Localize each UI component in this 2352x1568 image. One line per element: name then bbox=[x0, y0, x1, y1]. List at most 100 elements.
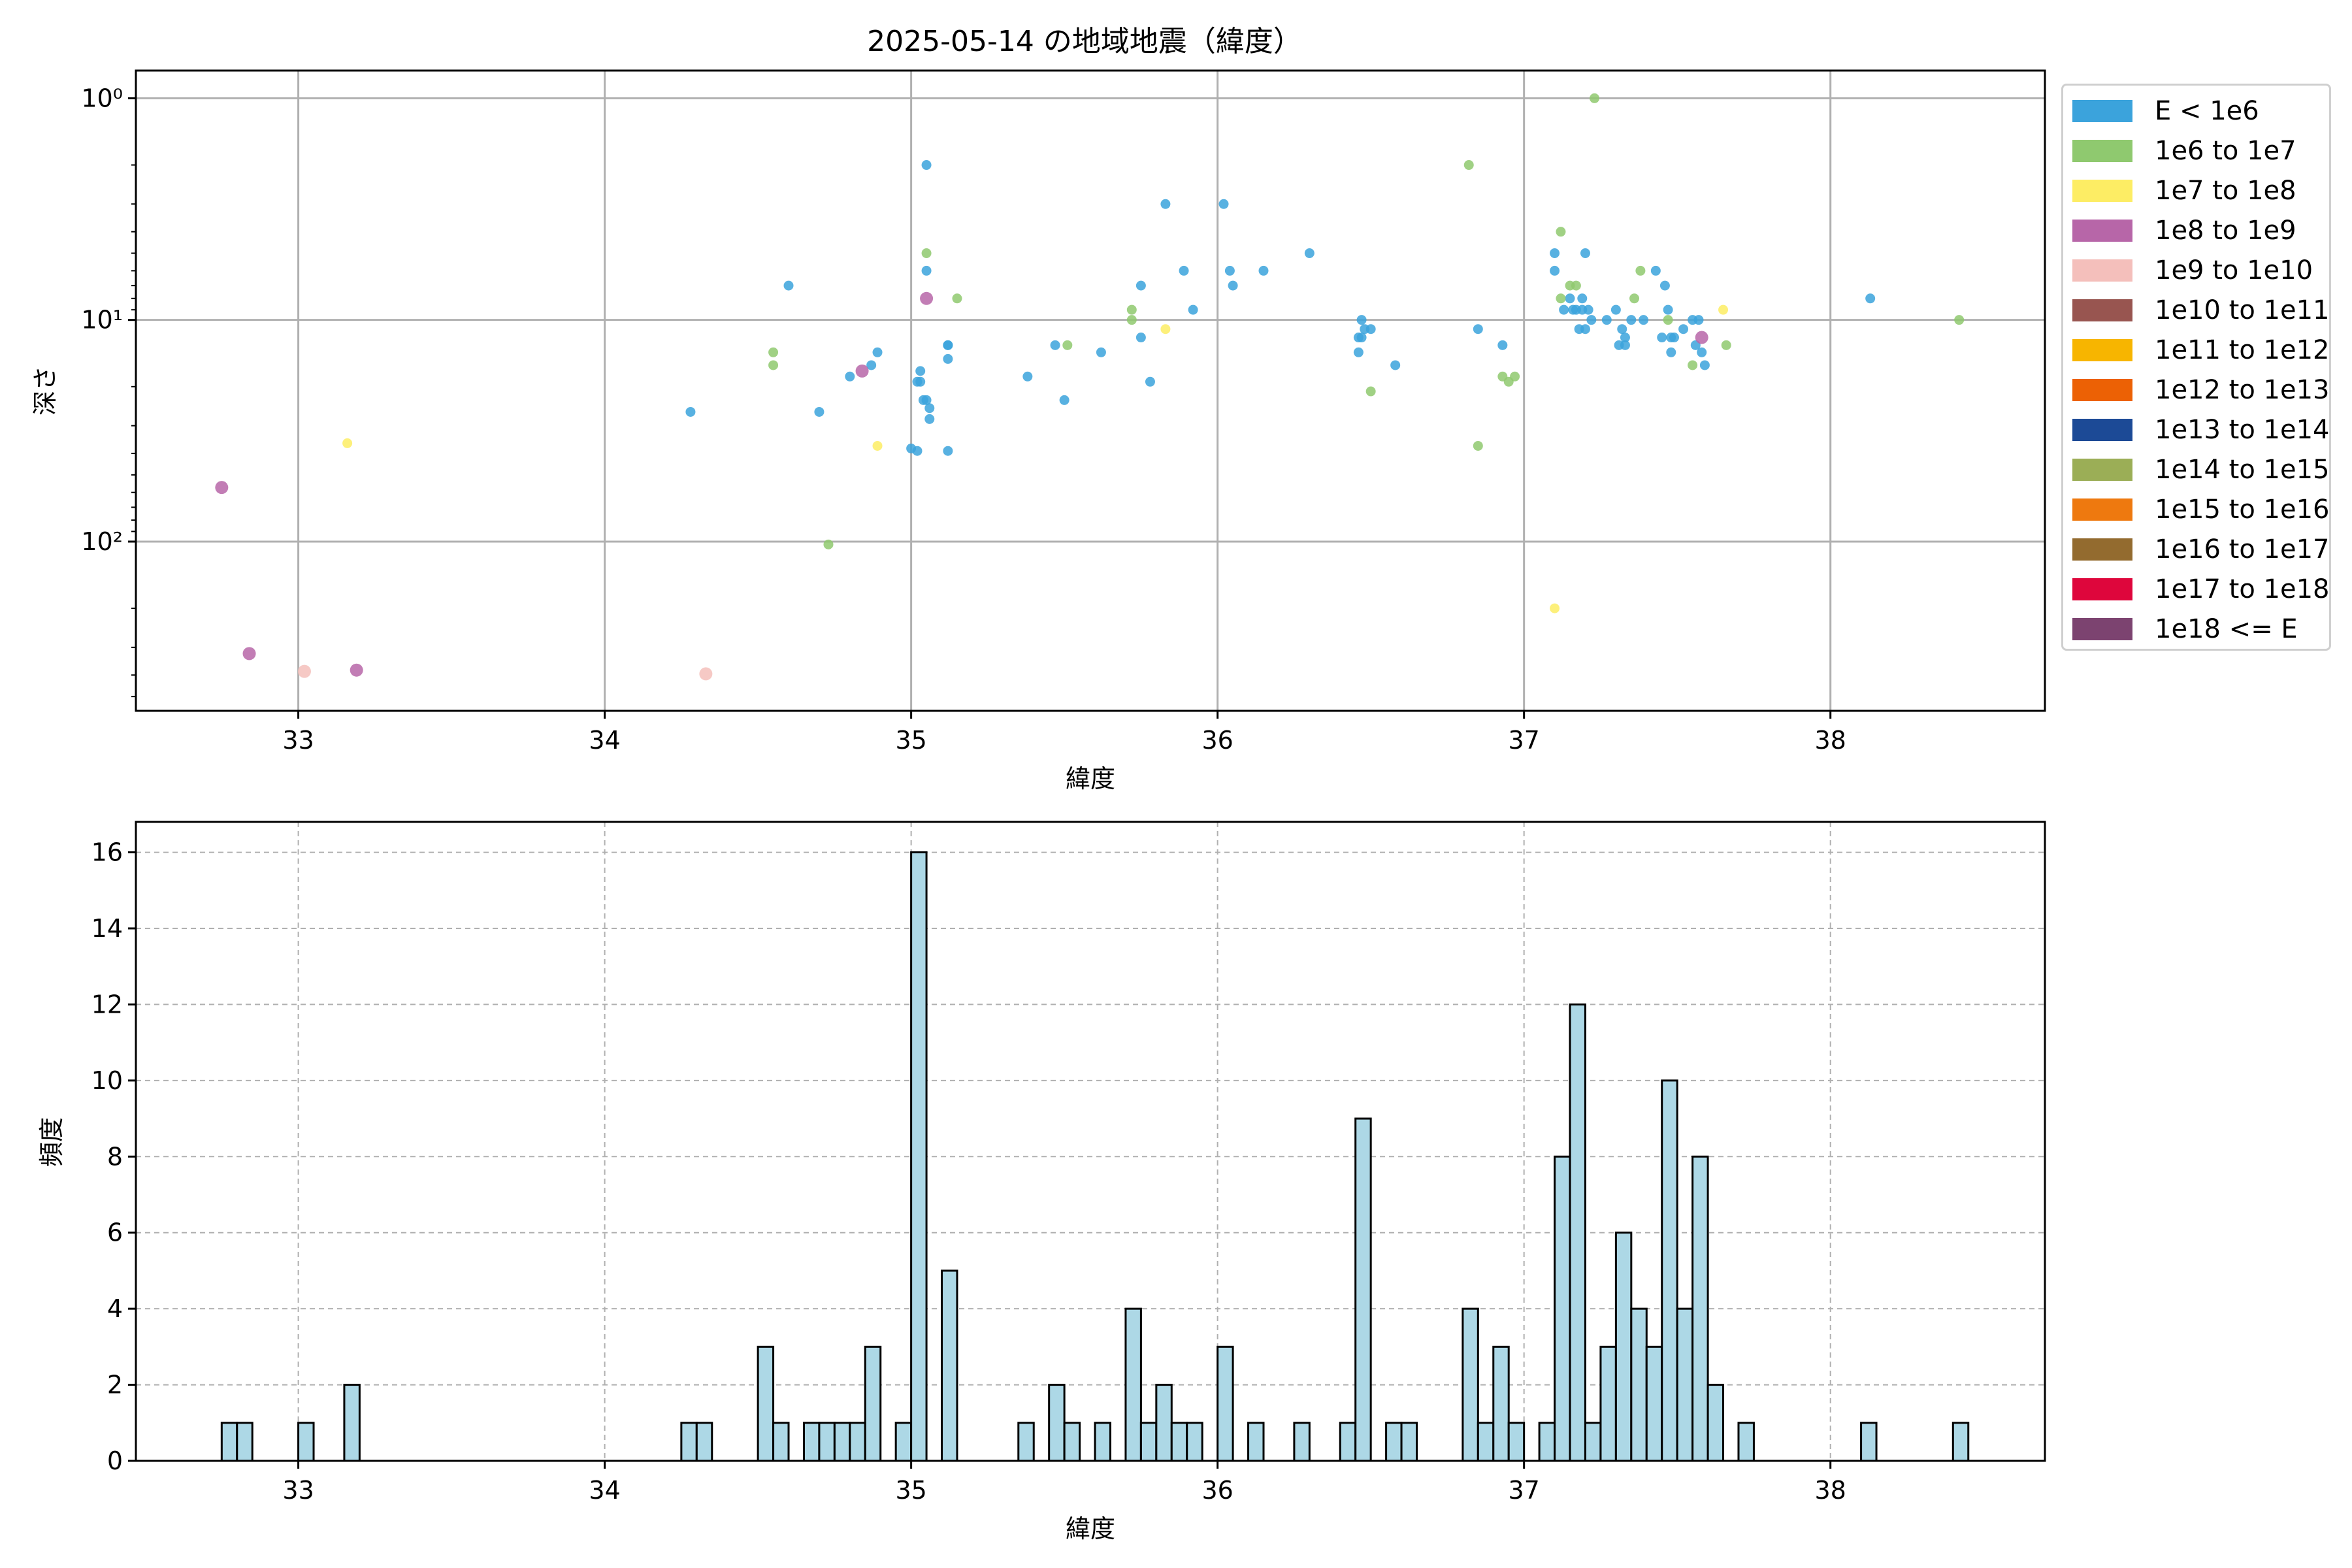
scatter-point bbox=[921, 248, 932, 259]
histogram-bar bbox=[220, 1422, 238, 1462]
scatter-point bbox=[242, 647, 256, 661]
scatter-point bbox=[1473, 440, 1483, 451]
histogram-y-tick-label: 12 bbox=[91, 990, 123, 1019]
scatter-point bbox=[783, 280, 794, 291]
legend: E < 1e6 1e6 to 1e7 1e7 to 1e8 1e8 to 1e9 1e9… bbox=[2061, 84, 2331, 651]
scatter-point bbox=[1135, 280, 1146, 291]
scatter-point bbox=[921, 265, 932, 276]
scatter-point bbox=[1510, 371, 1520, 382]
scatter-point bbox=[921, 395, 932, 405]
scatter-point bbox=[1228, 280, 1238, 291]
histogram-bar bbox=[1124, 1307, 1142, 1462]
histogram-bar bbox=[1477, 1422, 1495, 1462]
histogram-bar bbox=[1139, 1422, 1158, 1462]
histogram-y-tick-label: 0 bbox=[107, 1446, 123, 1475]
scatter-point bbox=[1620, 340, 1630, 350]
scatter-x-tick-label: 38 bbox=[1815, 726, 1846, 755]
scatter-point bbox=[1663, 315, 1673, 325]
histogram-bar bbox=[1584, 1422, 1602, 1462]
scatter-point bbox=[943, 353, 953, 364]
scatter-point bbox=[1126, 304, 1137, 315]
histogram-bar bbox=[864, 1345, 882, 1462]
histogram-bar bbox=[1094, 1422, 1111, 1462]
histogram-bar bbox=[343, 1384, 361, 1462]
histogram-bar bbox=[1661, 1079, 1678, 1462]
histogram-bar bbox=[1247, 1422, 1265, 1462]
scatter-point bbox=[1473, 324, 1483, 335]
histogram-x-tick-label: 33 bbox=[282, 1476, 314, 1505]
scatter-x-tick-label: 37 bbox=[1508, 726, 1539, 755]
chart-title: 2025-05-14 の地域地震（緯度） bbox=[867, 25, 1302, 58]
scatter-point bbox=[297, 664, 311, 678]
scatter-point bbox=[350, 663, 363, 677]
histogram-bar bbox=[1186, 1422, 1203, 1462]
histogram-bar bbox=[1339, 1422, 1357, 1462]
histogram-x-tick-label: 38 bbox=[1815, 1476, 1846, 1505]
histogram-bar bbox=[1630, 1307, 1648, 1462]
legend-entry: 1e13 to 1e14 bbox=[2072, 414, 2330, 446]
scatter-point bbox=[1620, 333, 1630, 343]
histogram-bar bbox=[1063, 1422, 1081, 1462]
legend-entry: 1e9 to 1e10 bbox=[2072, 254, 2313, 287]
histogram-bar bbox=[1293, 1422, 1311, 1462]
histogram-bar bbox=[772, 1422, 790, 1462]
histogram-bar bbox=[1385, 1422, 1403, 1462]
scatter-point bbox=[1463, 160, 1474, 171]
scatter-x-tick-label: 36 bbox=[1201, 726, 1233, 755]
scatter-point bbox=[921, 160, 932, 171]
scatter-x-axis-label: 緯度 bbox=[1066, 764, 1115, 793]
scatter-point bbox=[1304, 248, 1315, 259]
scatter-point bbox=[1635, 265, 1646, 276]
scatter-point bbox=[1145, 376, 1155, 387]
legend-label: 1e10 to 1e11 bbox=[2155, 295, 2330, 325]
histogram-bar bbox=[236, 1422, 253, 1462]
scatter-point bbox=[1678, 324, 1689, 335]
histogram-bar bbox=[1676, 1307, 1694, 1462]
scatter-point bbox=[1571, 280, 1581, 291]
legend-entry: 1e12 to 1e13 bbox=[2072, 374, 2330, 406]
legend-swatch bbox=[2072, 140, 2132, 162]
scatter-point bbox=[1657, 333, 1667, 343]
histogram-y-tick-label: 2 bbox=[107, 1371, 123, 1399]
histogram-bar bbox=[1507, 1422, 1526, 1462]
scatter-x-tick-label: 33 bbox=[282, 726, 314, 755]
scatter-point bbox=[1718, 304, 1729, 315]
scatter-point bbox=[1693, 315, 1704, 325]
legend-swatch bbox=[2072, 618, 2132, 640]
scatter-point bbox=[1062, 340, 1073, 350]
legend-label: 1e9 to 1e10 bbox=[2155, 255, 2313, 286]
legend-label: 1e18 <= E bbox=[2155, 614, 2298, 644]
scatter-point bbox=[699, 667, 713, 681]
scatter-point bbox=[1550, 603, 1560, 613]
histogram-bar bbox=[910, 851, 928, 1462]
scatter-point bbox=[768, 360, 779, 370]
scatter-point bbox=[1601, 315, 1612, 325]
histogram-bar bbox=[1217, 1345, 1234, 1462]
scatter-y-axis-label: 深さ bbox=[31, 366, 59, 416]
legend-entry: 1e7 to 1e8 bbox=[2072, 174, 2296, 207]
scatter-point bbox=[1697, 347, 1707, 357]
scatter-x-tick-label: 35 bbox=[895, 726, 926, 755]
histogram-bar bbox=[1599, 1345, 1617, 1462]
scatter-point bbox=[1695, 331, 1708, 344]
legend-label: 1e15 to 1e16 bbox=[2155, 495, 2330, 525]
histogram-y-axis-label: 頻度 bbox=[37, 1117, 66, 1167]
histogram-plot-frame bbox=[135, 821, 2046, 1462]
scatter-point bbox=[1666, 347, 1676, 357]
scatter-point bbox=[1224, 265, 1235, 276]
legend-entry: 1e18 <= E bbox=[2072, 613, 2298, 645]
scatter-point bbox=[1218, 199, 1229, 209]
histogram-x-axis-label: 緯度 bbox=[1066, 1514, 1115, 1543]
scatter-point bbox=[1559, 304, 1569, 315]
legend-entry: 1e8 to 1e9 bbox=[2072, 214, 2296, 247]
scatter-point bbox=[855, 364, 869, 378]
histogram-bar bbox=[1048, 1384, 1066, 1462]
scatter-point bbox=[823, 539, 834, 549]
scatter-point bbox=[872, 347, 883, 357]
histogram-bar bbox=[849, 1422, 866, 1462]
histogram-bar bbox=[941, 1269, 958, 1462]
scatter-point bbox=[1586, 315, 1597, 325]
scatter-point bbox=[1497, 340, 1508, 350]
legend-label: 1e16 to 1e17 bbox=[2155, 534, 2330, 564]
scatter-point bbox=[1688, 360, 1698, 370]
